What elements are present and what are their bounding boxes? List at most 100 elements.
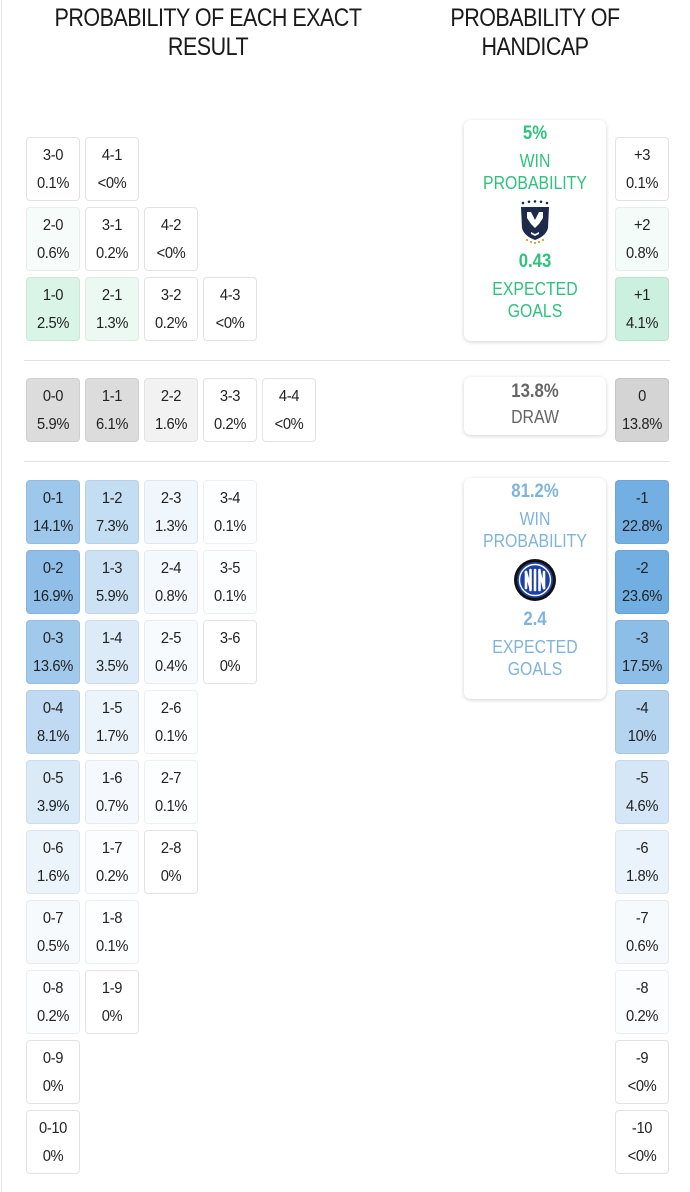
cell-probability: 1.7%	[95, 728, 129, 745]
cell-label: 3-3	[219, 388, 241, 405]
handicap-cell--4: -4 10%	[615, 690, 669, 754]
handicap-cell-+2: +2 0.8%	[615, 207, 669, 271]
handicap-cell--10: -10 <0%	[615, 1110, 669, 1174]
score-cell-0-10: 0-10 0%	[26, 1110, 80, 1174]
score-cell-0-7: 0-7 0.5%	[26, 900, 80, 964]
draw-label: DRAW	[511, 407, 559, 427]
cell-probability: 3.5%	[95, 658, 129, 675]
handicap-cell--9: -9 <0%	[615, 1040, 669, 1104]
left-border	[1, 0, 2, 1192]
cell-probability: 1.6%	[36, 868, 70, 885]
cell-label: 3-4	[219, 490, 241, 507]
score-cell-1-4: 1-4 3.5%	[85, 620, 139, 684]
handicap-cell--7: -7 0.6%	[615, 900, 669, 964]
cell-probability: 0.4%	[154, 658, 188, 675]
cell-label: -9	[635, 1050, 649, 1067]
monterrey-crest-icon	[513, 200, 557, 244]
cell-probability: 0.1%	[213, 588, 247, 605]
cell-label: 4-3	[219, 287, 241, 304]
home-summary-card: 5% WIN PROBABILITY 0.43 EXPECTED GOALS	[464, 120, 606, 341]
away-xg: 2.4	[523, 609, 547, 630]
score-cell-1-8: 1-8 0.1%	[85, 900, 139, 964]
handicap-cell--2: -2 23.6%	[615, 550, 669, 614]
score-cell-2-1: 2-1 1.3%	[85, 277, 139, 341]
score-cell-3-1: 3-1 0.2%	[85, 207, 139, 271]
score-cell-1-1: 1-1 6.1%	[85, 378, 139, 442]
cell-label: 1-2	[101, 490, 123, 507]
away-xg-label-1: EXPECTED	[492, 637, 578, 657]
away-win-label-2: PROBABILITY	[483, 531, 587, 551]
score-cell-2-0: 2-0 0.6%	[26, 207, 80, 271]
score-cell-2-6: 2-6 0.1%	[144, 690, 198, 754]
cell-probability: <0%	[215, 315, 245, 332]
cell-probability: 0%	[219, 658, 241, 675]
score-cell-2-5: 2-5 0.4%	[144, 620, 198, 684]
cell-label: 3-1	[101, 217, 123, 234]
score-cell-2-4: 2-4 0.8%	[144, 550, 198, 614]
score-cell-1-0: 1-0 2.5%	[26, 277, 80, 341]
cell-label: 3-6	[219, 630, 241, 647]
cell-label: 2-5	[160, 630, 182, 647]
cell-probability: 17.5%	[622, 658, 662, 675]
handicap-cell--6: -6 1.8%	[615, 830, 669, 894]
score-cell-1-3: 1-3 5.9%	[85, 550, 139, 614]
cell-probability: 0%	[42, 1078, 64, 1095]
score-cell-0-5: 0-5 3.9%	[26, 760, 80, 824]
cell-label: 2-4	[160, 560, 182, 577]
cell-label: 3-0	[42, 147, 64, 164]
score-cell-4-2: 4-2 <0%	[144, 207, 198, 271]
cell-label: -8	[635, 980, 649, 997]
score-cell-1-9: 1-9 0%	[85, 970, 139, 1034]
cell-probability: 0.6%	[36, 245, 70, 262]
cell-label: -7	[635, 910, 649, 927]
score-cell-1-7: 1-7 0.2%	[85, 830, 139, 894]
score-cell-0-0: 0-0 5.9%	[26, 378, 80, 442]
cell-probability: 1.8%	[625, 868, 659, 885]
score-cell-0-6: 0-6 1.6%	[26, 830, 80, 894]
cell-label: 0-10	[38, 1120, 68, 1137]
cell-probability: 5.9%	[36, 416, 70, 433]
cell-probability: 0.1%	[154, 728, 188, 745]
cell-label: 0-0	[42, 388, 64, 405]
score-cell-0-9: 0-9 0%	[26, 1040, 80, 1104]
cell-label: 2-0	[42, 217, 64, 234]
cell-probability: 0.8%	[625, 245, 659, 262]
handicap-cell-+3: +3 0.1%	[615, 137, 669, 201]
cell-label: 0-1	[42, 490, 64, 507]
cell-probability: 0.2%	[154, 315, 188, 332]
cell-label: -6	[635, 840, 649, 857]
handicap-heading: PROBABILITY OF HANDICAP	[450, 4, 620, 61]
score-cell-2-7: 2-7 0.1%	[144, 760, 198, 824]
score-cell-3-6: 3-6 0%	[203, 620, 257, 684]
score-cell-3-0: 3-0 0.1%	[26, 137, 80, 201]
cell-probability: 2.5%	[36, 315, 70, 332]
home-win-label-1: WIN	[519, 151, 551, 171]
score-cell-3-4: 3-4 0.1%	[203, 480, 257, 544]
score-cell-0-3: 0-3 13.6%	[26, 620, 80, 684]
cell-label: -3	[635, 630, 649, 647]
cell-probability: 0.8%	[154, 588, 188, 605]
cell-probability: 6.1%	[95, 416, 129, 433]
cell-probability: 16.9%	[33, 588, 73, 605]
cell-probability: <0%	[627, 1148, 657, 1165]
home-xg: 0.43	[518, 251, 552, 272]
score-cell-3-2: 3-2 0.2%	[144, 277, 198, 341]
cell-probability: 10%	[627, 728, 657, 745]
cell-label: 2-3	[160, 490, 182, 507]
score-cell-2-2: 2-2 1.6%	[144, 378, 198, 442]
cell-probability: 1.3%	[95, 315, 129, 332]
cell-label: 1-8	[101, 910, 123, 927]
cell-label: +3	[633, 147, 651, 164]
cell-probability: 0.1%	[625, 175, 659, 192]
cell-probability: 0.2%	[213, 416, 247, 433]
cell-label: 2-2	[160, 388, 182, 405]
cell-label: +2	[633, 217, 651, 234]
cell-label: -10	[631, 1120, 653, 1137]
home-win-pct: 5%	[522, 123, 548, 144]
cell-probability: <0%	[97, 175, 127, 192]
score-cell-2-8: 2-8 0%	[144, 830, 198, 894]
cell-probability: 0.2%	[625, 1008, 659, 1025]
cell-probability: 0%	[160, 868, 182, 885]
cell-probability: 0.7%	[95, 798, 129, 815]
cell-probability: 4.1%	[625, 315, 659, 332]
